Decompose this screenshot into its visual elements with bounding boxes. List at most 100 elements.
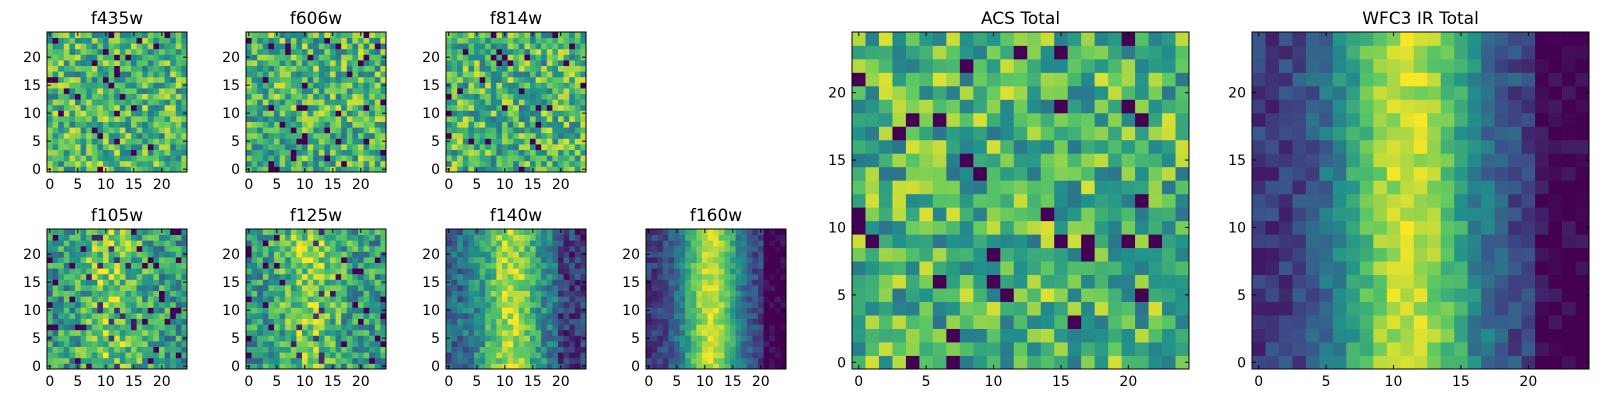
heatmap-cell bbox=[262, 335, 269, 342]
heatmap-cell bbox=[335, 65, 342, 72]
heatmap-cell bbox=[752, 285, 759, 291]
heatmap-cell bbox=[313, 363, 320, 370]
heatmap-cell bbox=[1148, 180, 1163, 195]
heatmap-cell bbox=[1027, 180, 1042, 195]
heatmap-cell bbox=[468, 155, 475, 162]
heatmap-cell bbox=[374, 341, 381, 347]
heatmap-cell bbox=[246, 160, 252, 167]
heatmap-cell bbox=[558, 138, 564, 145]
heatmap-cell bbox=[369, 245, 376, 252]
heatmap-cell bbox=[535, 234, 542, 241]
heatmap-cell bbox=[136, 127, 143, 134]
heatmap-cell bbox=[763, 329, 770, 336]
heatmap-cell bbox=[657, 279, 664, 286]
heatmap-cell bbox=[313, 60, 320, 66]
heatmap-cell bbox=[324, 155, 331, 162]
heatmap-cell bbox=[246, 71, 252, 78]
heatmap-cell bbox=[358, 357, 364, 364]
heatmap-cell bbox=[741, 279, 748, 286]
heatmap-cell bbox=[346, 37, 353, 44]
heatmap-cell bbox=[352, 60, 359, 66]
heatmap-cell bbox=[136, 99, 143, 106]
heatmap-cell bbox=[741, 335, 748, 342]
heatmap-cell bbox=[125, 307, 132, 314]
heatmap-cell bbox=[530, 285, 536, 291]
heatmap-cell bbox=[363, 234, 370, 241]
heatmap-cell bbox=[175, 335, 182, 342]
heatmap-cell bbox=[546, 54, 553, 61]
heatmap-cell bbox=[502, 357, 508, 364]
heatmap-cell bbox=[114, 346, 121, 353]
heatmap-cell bbox=[546, 301, 553, 308]
heatmap-cell bbox=[451, 257, 458, 263]
heatmap-cell bbox=[462, 88, 469, 94]
heatmap-cell bbox=[147, 229, 154, 235]
heatmap-cell bbox=[530, 76, 536, 83]
heatmap-cell bbox=[580, 121, 587, 128]
heatmap-cell bbox=[136, 71, 143, 78]
heatmap-cell bbox=[142, 285, 149, 291]
heatmap-cell bbox=[502, 60, 508, 66]
heatmap-cell bbox=[251, 324, 258, 331]
heatmap-cell bbox=[58, 324, 65, 331]
heatmap-cell bbox=[335, 245, 342, 252]
heatmap-cell bbox=[75, 324, 81, 331]
heatmap-cell bbox=[346, 357, 353, 364]
heatmap-cell bbox=[474, 82, 480, 89]
heatmap-cell bbox=[490, 132, 497, 139]
heatmap-cell bbox=[541, 43, 548, 50]
heatmap-cell bbox=[114, 104, 121, 111]
heatmap-cell bbox=[490, 99, 497, 106]
heatmap-cell bbox=[524, 104, 531, 111]
heatmap-cell bbox=[552, 121, 559, 128]
heatmap-cell bbox=[131, 290, 137, 297]
heatmap-cell bbox=[318, 324, 325, 331]
heatmap-cell bbox=[119, 155, 126, 162]
x-tick-label: 10 bbox=[696, 374, 714, 390]
heatmap-cell bbox=[324, 166, 331, 173]
heatmap-cell bbox=[1067, 247, 1082, 262]
heatmap-cell bbox=[535, 245, 542, 252]
heatmap-cell bbox=[369, 88, 376, 94]
heatmap-cell bbox=[274, 245, 280, 252]
heatmap-cell bbox=[1081, 247, 1096, 262]
heatmap-cell bbox=[119, 160, 126, 167]
heatmap-cell bbox=[330, 262, 336, 269]
heatmap-cell bbox=[574, 60, 581, 66]
heatmap-cell bbox=[1081, 274, 1096, 289]
heatmap-cell bbox=[513, 160, 520, 167]
heatmap-cell bbox=[730, 285, 736, 291]
heatmap-cell bbox=[335, 229, 342, 235]
heatmap-cell bbox=[763, 290, 770, 297]
heatmap-cell bbox=[257, 48, 264, 55]
heatmap-cell bbox=[932, 220, 947, 235]
heatmap-cell bbox=[313, 324, 320, 331]
heatmap-cell bbox=[446, 43, 452, 50]
heatmap-cell bbox=[973, 166, 988, 181]
heatmap-cell bbox=[91, 296, 98, 303]
heatmap-cell bbox=[1121, 180, 1136, 195]
heatmap-cell bbox=[335, 121, 342, 128]
heatmap-cell bbox=[502, 324, 508, 331]
heatmap-cell bbox=[52, 357, 59, 364]
heatmap-cell bbox=[63, 341, 70, 347]
heatmap-cell bbox=[546, 127, 553, 134]
heatmap-cell bbox=[1081, 301, 1096, 316]
heatmap-cell bbox=[170, 240, 177, 247]
heatmap-cell bbox=[535, 318, 542, 325]
heatmap-cell bbox=[468, 93, 475, 100]
heatmap-cell bbox=[369, 93, 376, 100]
heatmap-cell bbox=[518, 251, 525, 258]
heatmap-cell bbox=[507, 352, 514, 359]
y-tick-label: 5 bbox=[631, 331, 640, 347]
heatmap-cell bbox=[153, 88, 160, 94]
heatmap-cell bbox=[518, 234, 525, 241]
heatmap-cell bbox=[932, 301, 947, 316]
heatmap-cell bbox=[63, 285, 70, 291]
heatmap-cell bbox=[80, 329, 87, 336]
heatmap-cell bbox=[296, 116, 303, 122]
heatmap-cell bbox=[674, 273, 680, 280]
heatmap-cell bbox=[125, 132, 132, 139]
heatmap-cell bbox=[175, 104, 182, 111]
heatmap-cell bbox=[335, 32, 342, 38]
